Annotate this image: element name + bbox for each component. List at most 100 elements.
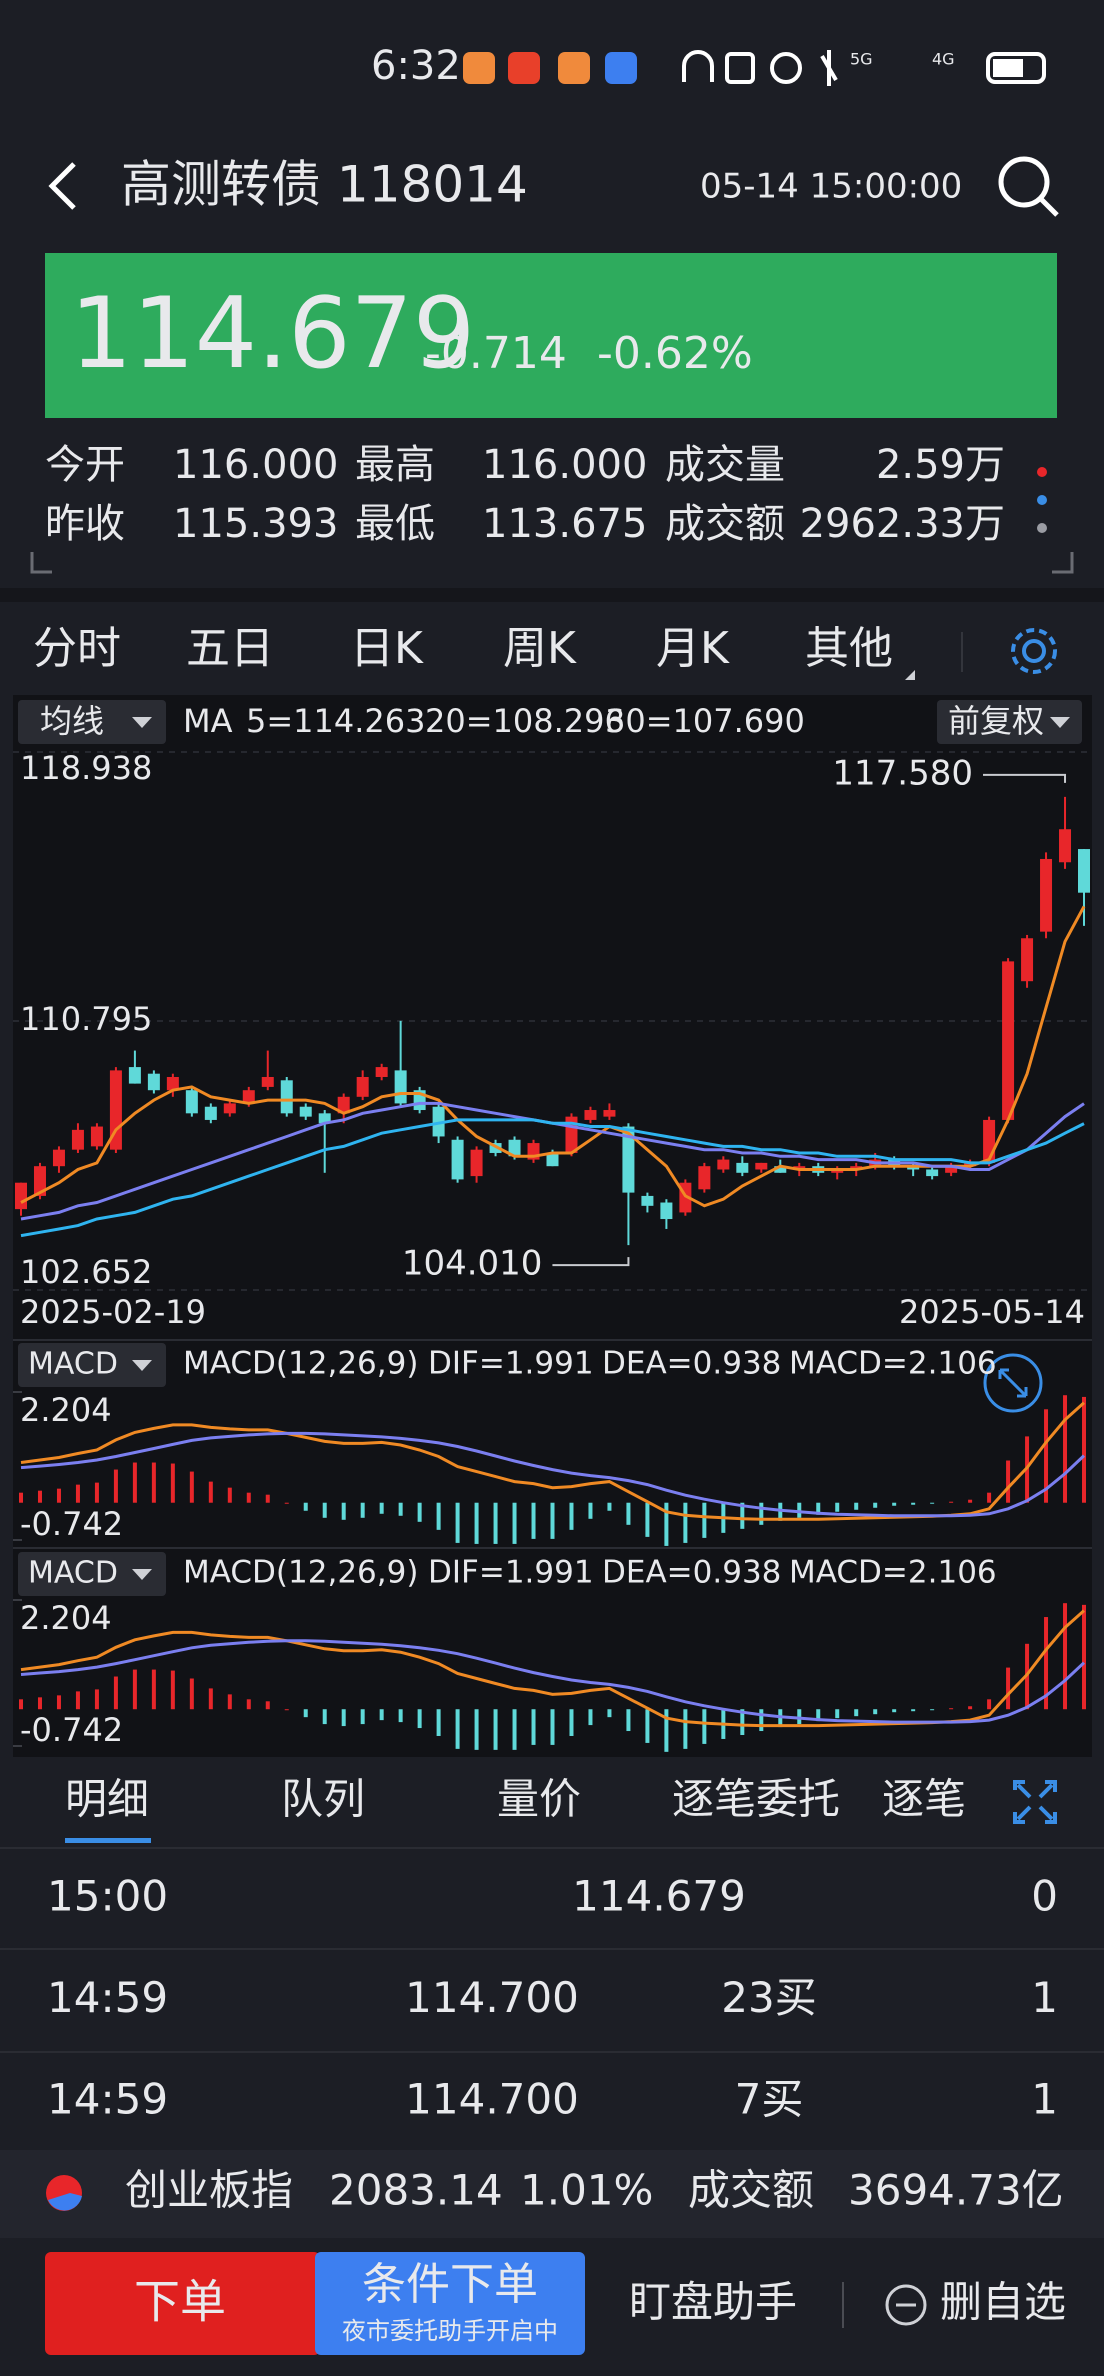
macd-line xyxy=(20,1431,1086,1518)
conditional-order-button[interactable] xyxy=(315,2252,585,2355)
candle-body xyxy=(337,1096,350,1114)
period-tab[interactable]: 五日 xyxy=(186,623,274,674)
macd-bar xyxy=(56,1695,61,1710)
candle-body xyxy=(774,1166,787,1173)
separator xyxy=(0,588,1104,602)
macd-bar xyxy=(930,1709,935,1711)
ma-label: MA xyxy=(183,702,233,740)
macd-bar xyxy=(1063,1395,1068,1503)
stat-value: 2.59万 xyxy=(876,442,1005,488)
candle-body xyxy=(793,1166,806,1170)
back-button[interactable] xyxy=(48,162,76,210)
index-bar xyxy=(0,2150,1104,2238)
macd-bar xyxy=(246,1699,251,1710)
candle-body xyxy=(242,1090,255,1104)
y-tick-label: 118.938 xyxy=(20,749,152,787)
macd-bar xyxy=(56,1488,61,1503)
candle-body xyxy=(299,1106,312,1117)
indicator-menu[interactable] xyxy=(18,1343,166,1387)
macd-bar xyxy=(170,1463,175,1503)
macd-bar xyxy=(588,1502,593,1519)
macd-bar xyxy=(702,1502,707,1538)
macd-bar xyxy=(588,1709,593,1726)
indicator-menu[interactable] xyxy=(18,700,166,744)
chart-background xyxy=(13,695,1092,1757)
macd-bar xyxy=(474,1709,479,1750)
period-tab[interactable]: 其他 xyxy=(805,623,893,674)
macd-bar xyxy=(227,1487,232,1503)
candle-body xyxy=(850,1166,863,1170)
macd-bar xyxy=(683,1709,688,1749)
macd-bar xyxy=(265,1701,270,1710)
candle-body xyxy=(33,1166,46,1196)
conditional-order-label: 条件下单 xyxy=(362,2259,538,2310)
min-label: 104.010 xyxy=(402,1244,543,1284)
macd-bar xyxy=(37,1697,42,1710)
adjust-menu[interactable] xyxy=(937,700,1082,744)
y-tick-label: -0.742 xyxy=(20,1505,123,1543)
search-button[interactable] xyxy=(998,156,1059,217)
remove-icon xyxy=(885,2284,927,2326)
candle-body xyxy=(717,1159,730,1170)
detail-tab[interactable]: 明细 xyxy=(65,1775,149,1824)
candle-body xyxy=(945,1166,958,1173)
trade-price: 114.700 xyxy=(405,1973,579,2022)
more-menu[interactable] xyxy=(1037,467,1047,533)
macd-bar xyxy=(645,1502,650,1537)
period-tab[interactable]: 分时 xyxy=(33,623,121,674)
trade-price: 114.679 xyxy=(572,1872,746,1921)
macd-bar xyxy=(664,1709,669,1752)
detail-tab[interactable]: 逐笔委托 xyxy=(672,1775,840,1824)
clock: 6:32 xyxy=(371,43,461,89)
macd-bar xyxy=(284,1709,289,1711)
indicator-menu-label: MACD xyxy=(28,1556,118,1591)
macd-bar xyxy=(474,1502,479,1544)
watch-assistant-button[interactable]: 盯盘助手 xyxy=(629,2278,797,2327)
macd-bar xyxy=(132,1462,137,1503)
macd-bar xyxy=(208,1481,213,1503)
detail-tab[interactable]: 量价 xyxy=(497,1775,581,1824)
order-button[interactable] xyxy=(45,2252,320,2355)
detail-tab[interactable]: 队列 xyxy=(281,1775,365,1824)
candle-body xyxy=(394,1070,407,1104)
macd-bar xyxy=(949,1708,954,1710)
settings-button[interactable] xyxy=(1011,628,1057,674)
indicator-menu-label: 均线 xyxy=(40,702,104,740)
candle-body xyxy=(470,1149,483,1177)
macd-bar xyxy=(607,1502,612,1511)
indicator-menu-label: MACD xyxy=(28,1347,118,1382)
macd-bar xyxy=(151,1669,156,1710)
turnover-value: 3694.73亿 xyxy=(848,2166,1064,2215)
dropdown-caret xyxy=(132,1360,152,1371)
trade-time: 14:59 xyxy=(47,1973,168,2022)
y-tick-label: 2.204 xyxy=(20,1391,112,1429)
index-name: 创业板指 xyxy=(125,2166,293,2215)
ma-line xyxy=(20,1118,1085,1238)
stat-label: 最低 xyxy=(355,501,435,547)
candle-body xyxy=(261,1076,274,1087)
macd-bar xyxy=(816,1709,821,1722)
candle-body xyxy=(52,1149,65,1167)
candle-body xyxy=(451,1139,464,1180)
period-tab[interactable]: 周K xyxy=(503,623,577,674)
fullscreen-button[interactable] xyxy=(1013,1780,1057,1824)
period-tab[interactable]: 日K xyxy=(350,623,424,674)
candle-body xyxy=(223,1103,236,1114)
remove-watchlist-button[interactable]: 删自选 xyxy=(940,2278,1066,2327)
macd-bar xyxy=(322,1709,327,1725)
macd-bar xyxy=(1006,1667,1011,1710)
macd-bar xyxy=(911,1502,916,1505)
legend-entry: MACD=2.106 xyxy=(789,1346,997,1382)
macd-bar xyxy=(550,1709,555,1745)
candle-body xyxy=(15,1182,27,1210)
detail-tab[interactable]: 逐笔 xyxy=(882,1775,966,1824)
period-tab[interactable]: 月K xyxy=(656,623,730,674)
expand-chart-button[interactable] xyxy=(983,1353,1043,1413)
macd-bar xyxy=(645,1709,650,1743)
macd-bar xyxy=(740,1709,745,1735)
legend-entry: 5=114.263 xyxy=(246,702,426,740)
macd-bar xyxy=(303,1709,308,1718)
indicator-menu[interactable] xyxy=(18,1552,166,1596)
macd-bar xyxy=(265,1494,270,1503)
